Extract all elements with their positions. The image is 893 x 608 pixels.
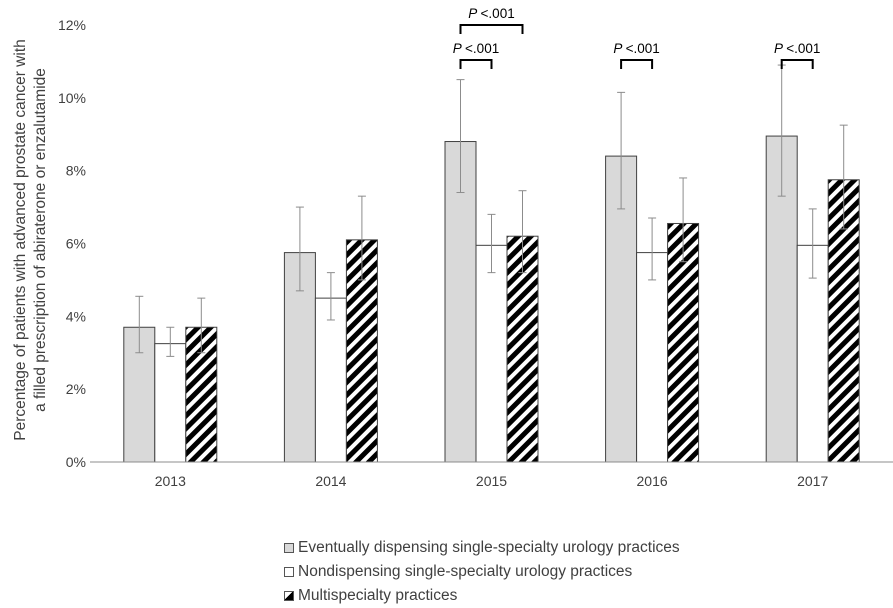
- error-bar: [518, 190, 527, 274]
- error-bar: [295, 206, 304, 292]
- legend-label: Nondispensing single-specialty urology p…: [298, 563, 633, 580]
- x-tick-label: 2016: [637, 473, 668, 489]
- error-bar: [648, 217, 657, 281]
- error-bars: [135, 64, 848, 357]
- legend-item-eventually-dispensing: Eventually dispensing single-specialty u…: [284, 536, 680, 560]
- error-bar: [487, 213, 496, 274]
- p-value-label: P <.001: [613, 41, 659, 56]
- y-tick-label: 6%: [66, 236, 86, 252]
- p-value-label: P <.001: [468, 6, 514, 21]
- error-bar: [679, 177, 688, 263]
- legend-swatch-striped: [284, 591, 294, 601]
- error-bar: [617, 91, 626, 210]
- bar: [636, 252, 669, 463]
- bracket-line: [620, 59, 654, 69]
- y-tick-label: 12%: [58, 17, 86, 33]
- bar: [475, 244, 508, 463]
- significance-bracket: P <.001: [613, 41, 660, 69]
- legend: Eventually dispensing single-specialty u…: [284, 536, 680, 608]
- error-bar: [839, 124, 848, 230]
- bracket-line: [459, 24, 524, 34]
- error-bar: [166, 326, 175, 357]
- x-tick-label: 2015: [476, 473, 507, 489]
- bracket-line: [459, 59, 493, 69]
- error-bar: [135, 295, 144, 354]
- y-axis-ticks: 0% 2% 4% 6% 8% 10% 12%: [58, 17, 86, 470]
- y-tick-label: 8%: [66, 163, 86, 179]
- x-tick-label: 2014: [315, 473, 346, 489]
- bar: [314, 297, 347, 463]
- bar: [154, 343, 187, 463]
- y-tick-label: 10%: [58, 90, 86, 106]
- significance-bracket: P <.001: [774, 41, 820, 69]
- error-bar: [326, 272, 335, 321]
- legend-item-nondispensing: Nondispensing single-specialty urology p…: [284, 560, 680, 584]
- x-tick-label: 2013: [155, 473, 186, 489]
- y-tick-label: 0%: [66, 454, 86, 470]
- x-axis-ticks: 2013 2014 2015 2016 2017: [155, 473, 829, 489]
- bar-groups: [123, 135, 860, 463]
- legend-swatch-gray: [284, 543, 294, 553]
- y-tick-label: 2%: [66, 381, 86, 397]
- legend-item-multispecialty: Multispecialty practices: [284, 584, 680, 608]
- bar-chart: Percentage of patients with advanced pro…: [12, 6, 893, 489]
- y-axis-label: Percentage of patients with advanced pro…: [12, 39, 49, 441]
- error-bar: [357, 195, 366, 281]
- p-value-label: P <.001: [774, 41, 820, 56]
- y-axis-label-line-1: Percentage of patients with advanced pro…: [12, 39, 29, 441]
- y-axis-label-line-2: a filled prescription of abiraterone or …: [32, 68, 49, 412]
- y-tick-label: 4%: [66, 308, 86, 324]
- legend-label: Multispecialty practices: [298, 587, 458, 604]
- bar: [667, 222, 700, 463]
- error-bar: [456, 79, 465, 194]
- p-value-label: P <.001: [453, 41, 499, 56]
- error-bar: [197, 297, 206, 354]
- legend-label: Eventually dispensing single-specialty u…: [298, 539, 680, 556]
- bracket-line: [780, 59, 814, 69]
- significance-bracket: P <.001: [459, 6, 524, 34]
- x-tick-label: 2017: [797, 473, 828, 489]
- error-bar: [808, 208, 817, 279]
- bar: [796, 244, 829, 463]
- significance-annotations: P <.001 P <.001 P <.001 P <.001: [453, 6, 820, 69]
- significance-bracket: P <.001: [453, 41, 499, 69]
- legend-swatch-white: [284, 567, 294, 577]
